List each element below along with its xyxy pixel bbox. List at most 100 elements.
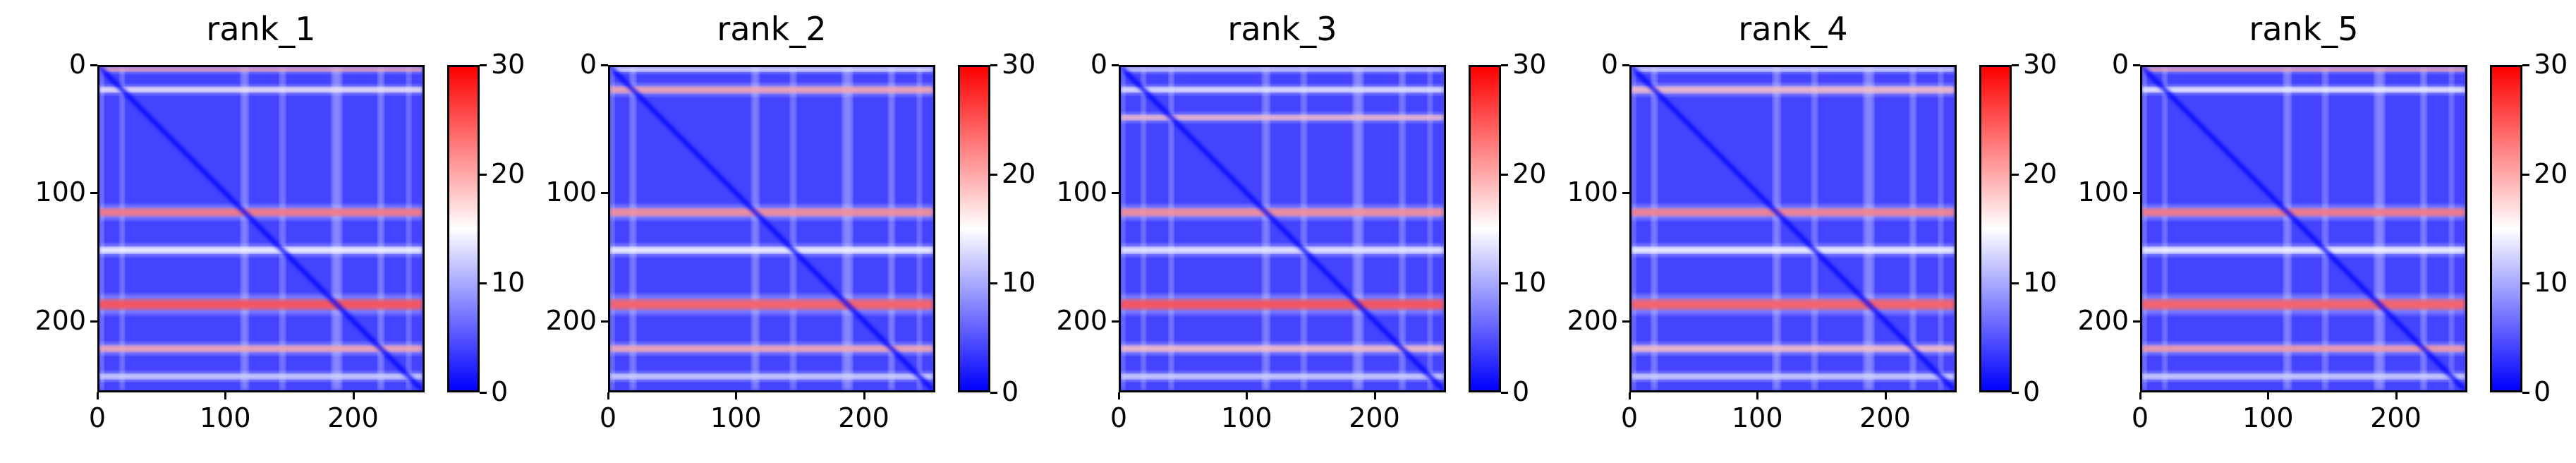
x-tick-mark (1246, 392, 1248, 399)
x-tick-mark (2267, 392, 2270, 399)
y-tick-label: 200 (35, 304, 86, 336)
heatmap-column-stripe (751, 67, 760, 390)
heatmap-column-stripe (916, 67, 922, 390)
colorbar-tick-mark (1501, 282, 1508, 285)
heatmap-band-halo (1121, 371, 1444, 382)
y-tick-label: 200 (1056, 304, 1107, 336)
y-tick-label: 200 (1567, 304, 1618, 336)
colorbar-tick-mark (2012, 64, 2019, 66)
heatmap-column-stripe (2374, 67, 2385, 390)
heatmap-band-halo (99, 371, 423, 382)
x-tick-label: 200 (1349, 402, 1400, 433)
colorbar-tick-mark (990, 282, 997, 285)
heatmap-column-stripe (1262, 67, 1270, 390)
heatmap-band-halo (99, 342, 423, 355)
colorbar-tick-mark (480, 282, 487, 285)
heatmap-column-stripe (1651, 67, 1658, 390)
x-tick-label: 200 (838, 402, 889, 433)
colorbar-tick-label: 0 (2534, 376, 2551, 407)
x-tick-label: 200 (327, 402, 379, 433)
heatmap-band-halo (99, 85, 423, 95)
colorbar-tick-label: 10 (1002, 267, 1036, 299)
heatmap-band-halo (610, 342, 933, 355)
heatmap-band-halo (2142, 85, 2465, 95)
heatmap-column-stripe (1168, 67, 1174, 390)
x-tick-mark (2139, 392, 2141, 399)
y-tick-label: 0 (68, 49, 86, 80)
heatmap-column-stripe (1773, 67, 1781, 390)
heatmap-area (97, 65, 425, 392)
x-tick-label: 0 (2131, 402, 2149, 433)
colorbar (1469, 65, 1501, 392)
heatmap-column-stripe (406, 67, 411, 390)
colorbar-tick-label: 20 (2023, 157, 2058, 189)
y-tick-mark (601, 64, 608, 66)
x-tick-label: 0 (88, 402, 107, 433)
x-tick-mark (863, 392, 865, 399)
colorbar-tick-label: 30 (2534, 49, 2568, 80)
heatmap-band-halo (2142, 342, 2465, 355)
heatmap-band-halo (610, 243, 933, 257)
heatmap-band-halo (1121, 112, 1444, 123)
colorbar-tick-label: 20 (2534, 157, 2568, 189)
heatmap-column-stripe (2420, 67, 2427, 390)
heatmap-column-stripe (2448, 67, 2454, 390)
heatmap-column-stripe (1632, 67, 1636, 390)
heatmap-area (1119, 65, 1446, 392)
heatmap-svg (1121, 67, 1444, 390)
x-tick-mark (1884, 392, 1887, 399)
y-tick-label: 0 (1090, 49, 1107, 80)
heatmap-band-halo (1121, 243, 1444, 257)
heatmap-column-stripe (377, 67, 384, 390)
colorbar-tick-label: 30 (1002, 49, 1036, 80)
x-tick-mark (1629, 392, 1631, 399)
colorbar-tick-label: 30 (491, 49, 525, 80)
colorbar-tick-mark (1501, 392, 1508, 394)
x-tick-label: 200 (2370, 402, 2422, 433)
heatmap-band-halo (2142, 243, 2465, 257)
heatmap-column-stripe (99, 67, 104, 390)
heatmap-column-stripe (629, 67, 636, 390)
colorbar-tick-label: 10 (2534, 267, 2568, 299)
heatmap-diagonal (99, 67, 423, 390)
colorbar-tick-label: 20 (491, 157, 525, 189)
heatmap-band-halo (610, 294, 933, 315)
colorbar-tick-label: 0 (2023, 376, 2041, 407)
heatmap-band-halo (2142, 294, 2465, 315)
colorbar-tick-mark (480, 392, 487, 394)
heatmap-band-halo (99, 243, 423, 257)
colorbar-tick-label: 0 (1512, 376, 1530, 407)
y-tick-mark (1112, 192, 1119, 195)
heatmap-svg (2142, 67, 2465, 390)
y-tick-mark (90, 320, 97, 323)
heatmap-svg (99, 67, 423, 390)
x-tick-mark (735, 392, 738, 399)
colorbar-tick-mark (2522, 392, 2529, 394)
colorbar-tick-mark (2012, 392, 2019, 394)
y-tick-mark (1112, 64, 1119, 66)
y-tick-label: 100 (35, 176, 86, 208)
heatmap-column-stripe (2142, 67, 2147, 390)
heatmap-band-halo (1121, 205, 1444, 220)
colorbar-tick-mark (2522, 173, 2529, 176)
y-tick-mark (2133, 64, 2140, 66)
heatmap-band-halo (99, 67, 423, 73)
heatmap-diagonal (2142, 67, 2465, 390)
panel-title: rank_4 (1738, 10, 1848, 48)
colorbar-tick-label: 30 (2023, 49, 2058, 80)
heatmap-band-halo (1632, 294, 1955, 315)
heatmap-svg (610, 67, 933, 390)
colorbar-tick-mark (2012, 282, 2019, 285)
colorbar (2490, 65, 2522, 392)
heatmap-band-halo (1632, 243, 1955, 257)
heatmap-band-halo (99, 294, 423, 315)
heatmap-column-stripe (789, 67, 796, 390)
y-tick-label: 200 (2077, 304, 2129, 336)
heatmap-band-halo (610, 67, 933, 73)
heatmap-column-stripe (2162, 67, 2168, 390)
y-tick-mark (601, 192, 608, 195)
x-tick-mark (224, 392, 227, 399)
colorbar-tick-mark (2522, 282, 2529, 285)
colorbar-tick-label: 30 (1512, 49, 1547, 80)
